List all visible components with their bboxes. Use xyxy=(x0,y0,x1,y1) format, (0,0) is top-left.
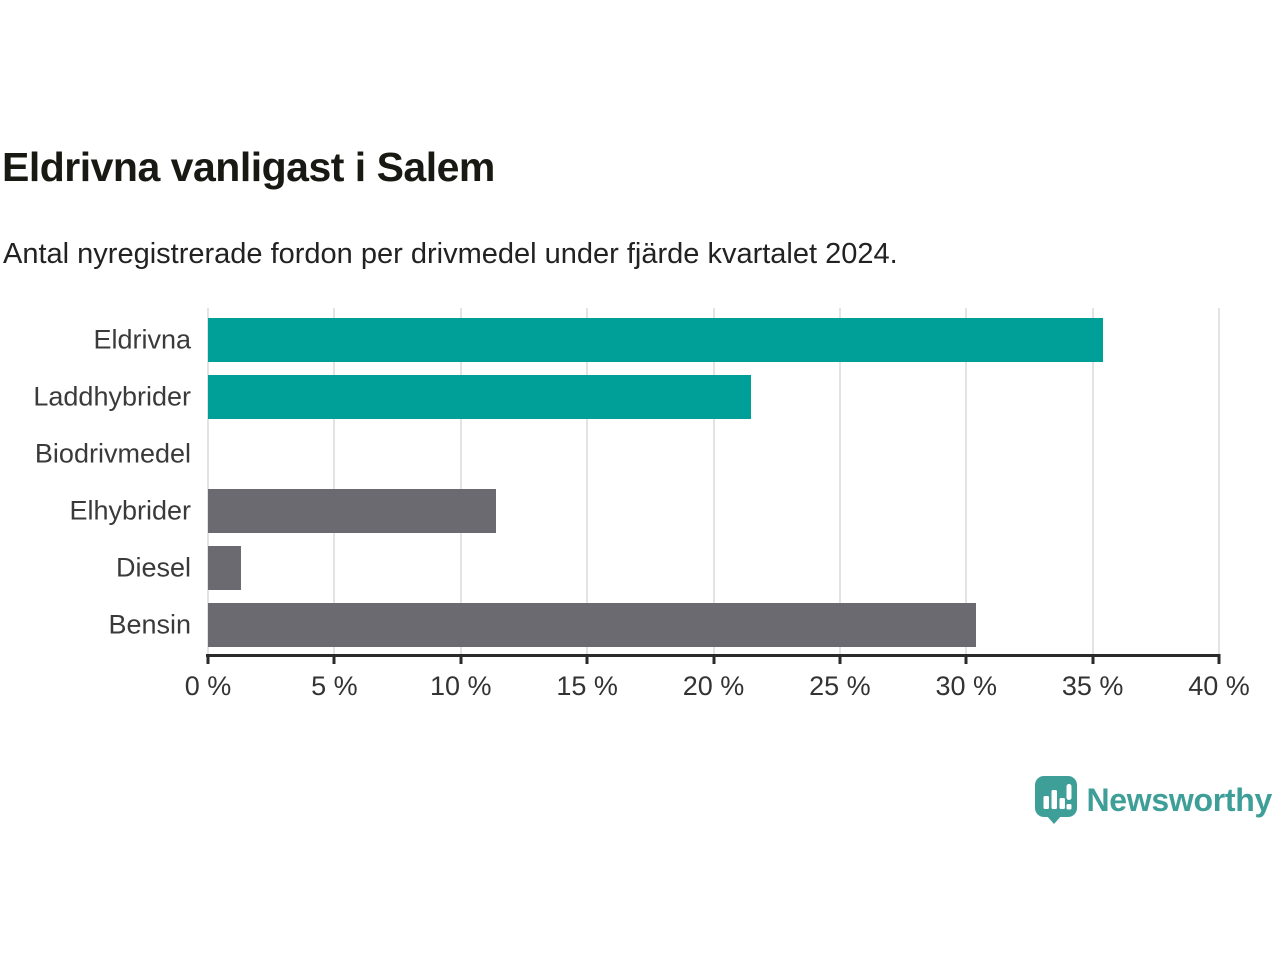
x-tick-mark xyxy=(964,654,968,664)
newsworthy-brand: Newsworthy xyxy=(1034,776,1273,824)
gridline xyxy=(838,308,841,654)
chart-title: Eldrivna vanligast i Salem xyxy=(2,144,495,190)
x-tick-mark xyxy=(206,654,210,664)
gridline xyxy=(1091,308,1094,654)
bar xyxy=(208,318,1103,362)
x-tick-label: 40 % xyxy=(1188,671,1250,701)
x-tick-label: 10 % xyxy=(429,671,492,701)
bar-row: Biodrivmedel xyxy=(35,432,1219,476)
gridline xyxy=(712,308,715,654)
bar xyxy=(208,546,241,590)
plot-area: Eldrivna Laddhybrider Biodrivmedel Elhybrid… xyxy=(33,308,1250,701)
bar-row: Elhybrider xyxy=(69,489,1219,533)
x-tick-mark xyxy=(332,654,336,664)
x-tick-label: 5 % xyxy=(311,671,358,701)
bar-row: Diesel xyxy=(116,546,1219,590)
x-tick-mark xyxy=(712,654,715,664)
category-label: Laddhybrider xyxy=(33,381,191,412)
bar-row: Eldrivna xyxy=(93,318,1219,362)
gridline xyxy=(333,308,336,654)
gridline xyxy=(459,308,462,654)
bar-row: Laddhybrider xyxy=(33,375,1219,419)
category-label: Biodrivmedel xyxy=(34,438,191,469)
chart-subtitle: Antal nyregistrerade fordon per drivmede… xyxy=(3,238,898,270)
x-tick-label: 20 % xyxy=(682,671,745,701)
x-tick-mark xyxy=(1091,654,1095,664)
x-tick-mark xyxy=(1217,654,1221,664)
category-label: Bensin xyxy=(108,609,191,640)
x-tick-mark xyxy=(838,654,842,664)
bar xyxy=(208,375,752,419)
bar xyxy=(208,489,497,533)
x-tick-mark xyxy=(459,654,463,664)
gridline xyxy=(207,308,209,654)
gridline xyxy=(586,308,589,654)
category-label: Diesel xyxy=(115,552,191,583)
x-tick-label: 25 % xyxy=(809,671,871,701)
gridline xyxy=(965,308,968,654)
x-tick-label: 35 % xyxy=(1061,671,1124,701)
x-tick-label: 30 % xyxy=(935,671,998,701)
x-tick-mark xyxy=(585,654,589,664)
newsworthy-logo-icon xyxy=(1034,776,1077,824)
gridline xyxy=(1218,308,1220,654)
bar-row: Bensin xyxy=(108,603,1219,647)
newsworthy-logo-text: Newsworthy xyxy=(1086,781,1273,818)
category-label: Elhybrider xyxy=(69,495,191,526)
x-tick-label: 0 % xyxy=(184,671,232,701)
bar xyxy=(208,603,977,647)
category-label: Eldrivna xyxy=(93,324,191,355)
x-tick-label: 15 % xyxy=(556,671,618,701)
